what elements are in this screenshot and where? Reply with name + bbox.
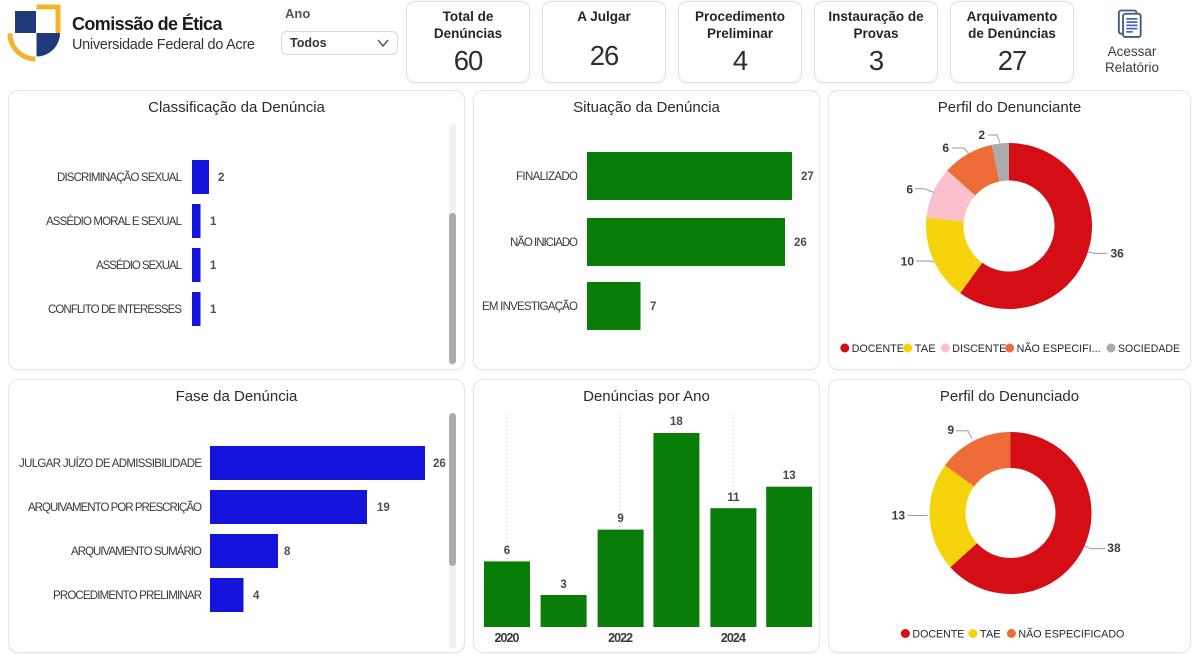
svg-text:TAE: TAE xyxy=(980,629,1001,641)
svg-text:2: 2 xyxy=(978,128,985,142)
svg-text:11: 11 xyxy=(727,492,740,504)
svg-text:ARQUIVAMENTO SUMÁRIO: ARQUIVAMENTO SUMÁRIO xyxy=(71,545,202,558)
svg-text:JULGAR JUÍZO DE ADMISSIBILIDAD: JULGAR JUÍZO DE ADMISSIBILIDADE xyxy=(19,457,202,470)
svg-text:4: 4 xyxy=(253,590,260,602)
svg-text:1: 1 xyxy=(210,304,217,316)
svg-text:6: 6 xyxy=(942,141,949,155)
svg-text:DISCRIMINAÇÃO SEXUAL: DISCRIMINAÇÃO SEXUAL xyxy=(57,171,183,184)
svg-text:38: 38 xyxy=(1107,541,1121,555)
svg-text:18: 18 xyxy=(670,416,683,428)
svg-text:13: 13 xyxy=(783,470,796,482)
svg-text:26: 26 xyxy=(794,237,807,249)
svg-text:9: 9 xyxy=(947,423,954,437)
svg-text:26: 26 xyxy=(433,458,446,470)
svg-text:36: 36 xyxy=(1111,247,1125,261)
svg-text:ARQUIVAMENTO POR PRESCRIÇÃO: ARQUIVAMENTO POR PRESCRIÇÃO xyxy=(28,501,202,514)
svg-text:PROCEDIMENTO PRELIMINAR: PROCEDIMENTO PRELIMINAR xyxy=(53,590,202,602)
svg-text:ASSÉDIO MORAL E SEXUAL: ASSÉDIO MORAL E SEXUAL xyxy=(46,215,183,228)
svg-text:2020: 2020 xyxy=(495,631,520,645)
svg-text:NÃO ESPECIFICADO: NÃO ESPECIFICADO xyxy=(1018,628,1124,641)
svg-text:27: 27 xyxy=(801,171,814,183)
svg-text:1: 1 xyxy=(210,216,217,228)
svg-text:2022: 2022 xyxy=(608,631,633,645)
svg-text:TAE: TAE xyxy=(915,343,936,355)
svg-text:ASSÉDIO SEXUAL: ASSÉDIO SEXUAL xyxy=(96,259,183,272)
svg-text:2: 2 xyxy=(218,172,224,184)
svg-text:SOCIEDADE: SOCIEDADE xyxy=(1118,343,1180,355)
svg-text:NÃO INICIADO: NÃO INICIADO xyxy=(510,236,578,249)
svg-text:6: 6 xyxy=(906,183,913,197)
svg-text:DISCENTE: DISCENTE xyxy=(952,343,1006,355)
svg-text:DOCENTE: DOCENTE xyxy=(912,629,964,641)
svg-text:2024: 2024 xyxy=(721,631,746,645)
svg-text:FINALIZADO: FINALIZADO xyxy=(516,171,578,183)
svg-text:1: 1 xyxy=(210,260,217,272)
svg-text:EM INVESTIGAÇÃO: EM INVESTIGAÇÃO xyxy=(482,300,578,313)
svg-text:6: 6 xyxy=(504,545,510,557)
svg-text:DOCENTE: DOCENTE xyxy=(852,343,904,355)
svg-text:9: 9 xyxy=(617,513,623,525)
svg-text:NÃO ESPECIFI...: NÃO ESPECIFI... xyxy=(1017,342,1101,355)
svg-text:19: 19 xyxy=(377,502,390,514)
svg-text:13: 13 xyxy=(892,509,906,523)
svg-text:CONFLITO DE INTERESSES: CONFLITO DE INTERESSES xyxy=(48,304,182,316)
svg-text:8: 8 xyxy=(284,546,291,558)
svg-text:3: 3 xyxy=(560,579,566,591)
svg-text:7: 7 xyxy=(650,301,656,313)
svg-text:10: 10 xyxy=(901,255,915,269)
